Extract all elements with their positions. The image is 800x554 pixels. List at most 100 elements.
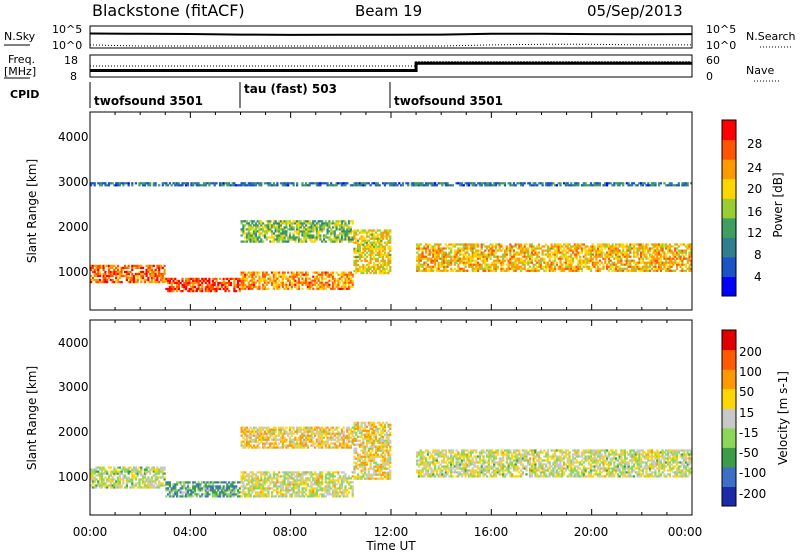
power-cell [679,251,682,254]
velocity-cell [344,495,347,498]
power-cell [362,243,365,246]
power-cell [634,267,637,270]
power-cell [604,243,607,246]
power-cell [387,259,390,262]
power-cell [185,283,188,287]
power-cell [568,261,571,264]
power-cell [244,182,247,185]
power-cell [358,231,361,234]
power-cell [136,278,139,282]
power-cell [439,243,442,246]
power-cell [636,247,639,250]
power-cell [251,238,254,241]
power-cell [331,232,335,235]
power-cell [326,222,329,225]
power-cell [134,274,137,278]
power-cell [142,272,145,276]
power-cell [314,281,317,284]
power-cell [285,234,288,237]
power-cell [213,182,216,185]
power-cell [364,253,367,256]
velocity-cell [188,489,191,492]
power-cell [242,220,245,223]
power-cell [457,257,460,260]
power-cell [607,259,610,262]
power-cell [127,182,130,185]
velocity-cell [351,485,354,488]
power-cell [475,251,478,254]
power-cell [99,278,102,282]
velocity-cell [258,483,261,486]
power-cell [520,269,523,272]
power-cell [306,228,309,231]
power-cell [471,253,474,256]
power-cell [460,243,464,246]
power-cell [279,281,283,284]
power-cell [579,255,582,258]
power-cell [116,264,120,267]
power-cell [618,184,621,187]
power-cell [487,253,490,256]
power-cell [523,245,526,248]
power-cb-tick-8: 8 [754,248,762,262]
velocity-cell [349,485,352,488]
power-cell [219,182,222,185]
power-cell [127,266,130,269]
velocity-cell [247,473,250,476]
velocity-cell [244,491,247,494]
power-cell [500,249,503,252]
velocity-cell [129,470,132,473]
power-cell [521,261,524,264]
power-cell [575,269,578,272]
freq-tick-low: 8 [70,70,77,83]
velocity-cell [127,480,130,483]
power-cell [258,222,261,225]
power-cell [177,182,180,185]
velocity-cell [262,446,265,449]
velocity-cell [297,495,300,498]
velocity-cell [340,477,343,480]
velocity-cell [306,495,309,498]
power-cell [582,259,585,262]
power-cell [211,287,214,291]
power-cell [494,267,498,270]
power-cell [290,287,293,290]
power-cell [380,243,383,246]
velocity-cell [251,430,254,433]
power-cell [518,251,521,254]
power-cell [613,251,616,254]
power-cell [477,263,480,266]
velocity-cell [91,478,94,481]
power-cell [686,261,689,264]
power-cell [430,259,433,262]
power-cell [340,184,343,187]
power-cell [643,265,646,268]
power-cell [340,273,343,276]
velocity-cell [91,476,94,479]
power-cell [464,263,467,266]
power-cell [577,263,580,266]
power-cell [357,245,360,248]
power-cell [623,245,627,248]
velocity-cell [321,475,324,478]
power-cell [142,276,145,280]
power-cell [620,259,623,262]
velocity-cell [319,489,322,492]
velocity-cell [296,471,299,474]
power-cell [604,182,607,185]
velocity-cell [322,489,326,492]
power-cell [133,278,136,282]
power-cell [256,230,259,233]
power-cell [269,228,272,231]
power-cell [477,245,480,248]
power-cell [131,182,134,185]
power-cell [283,222,286,225]
velocity-cell [269,475,272,478]
velocity-cell [333,481,336,484]
power-cell [149,268,152,271]
velocity-cell [154,476,157,479]
power-cell [364,247,367,250]
power-cell [322,228,326,231]
velocity-cell [253,440,256,443]
velocity-cell [242,428,245,431]
